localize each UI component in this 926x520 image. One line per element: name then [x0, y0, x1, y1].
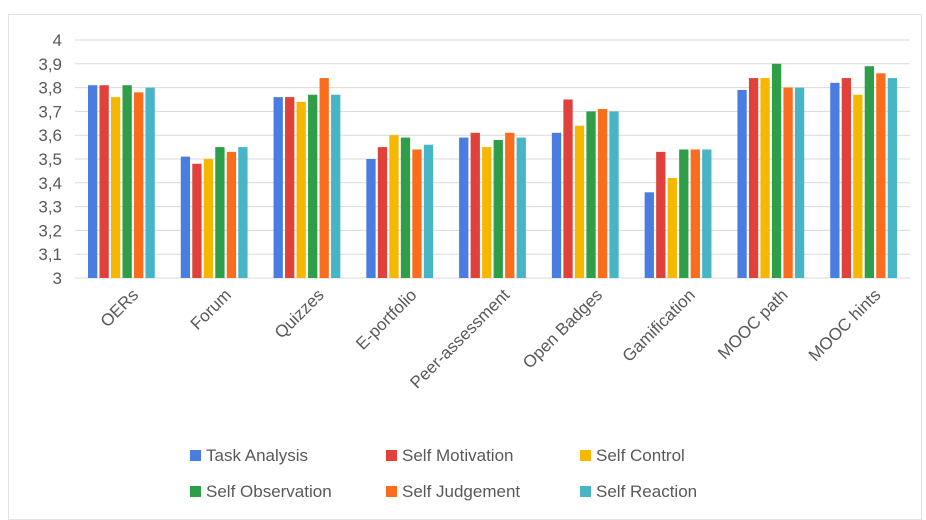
bar-self-judgement-forum — [226, 151, 237, 278]
bar-self-observation-open-badges — [586, 111, 596, 279]
y-tick-label: 3,8 — [38, 79, 62, 98]
bar-task-analysis-e-portfolio — [366, 159, 376, 278]
bar-self-motivation-mooc-hints — [841, 78, 852, 278]
bars — [87, 63, 898, 279]
bar-self-judgement-mooc-path — [783, 87, 793, 278]
bar-task-analysis-oers — [87, 85, 98, 278]
bar-self-reaction-gamification — [702, 149, 712, 278]
y-tick-label: 3 — [53, 269, 62, 288]
bar-self-motivation-peer-assessment — [470, 132, 480, 278]
bar-self-judgement-open-badges — [597, 109, 608, 279]
bar-self-observation-mooc-path — [771, 63, 782, 278]
bar-self-judgement-oers — [133, 92, 144, 278]
x-category-label: Open Badges — [519, 285, 606, 372]
bar-self-motivation-e-portfolio — [377, 147, 388, 278]
bar-task-analysis-gamification — [644, 192, 654, 278]
legend-swatch — [580, 450, 591, 461]
bar-self-control-quizzes — [296, 101, 306, 278]
bar-self-reaction-mooc-hints — [887, 78, 898, 278]
x-category-label: Forum — [187, 285, 235, 333]
bar-task-analysis-mooc-path — [737, 89, 747, 278]
bar-self-reaction-oers — [145, 87, 155, 278]
bar-self-observation-peer-assessment — [493, 139, 503, 278]
legend-label: Self Motivation — [402, 446, 514, 465]
legend-label: Task Analysis — [206, 446, 308, 465]
x-category-label: MOOC path — [714, 285, 792, 363]
x-category-label: Quizzes — [271, 285, 328, 342]
y-tick-label: 3,7 — [38, 102, 62, 121]
bar-self-motivation-quizzes — [285, 97, 295, 279]
bar-self-reaction-quizzes — [331, 94, 341, 279]
y-tick-label: 4 — [53, 31, 62, 50]
bar-task-analysis-quizzes — [273, 97, 283, 279]
bar-self-judgement-e-portfolio — [412, 149, 422, 278]
x-category-label: Peer-assessment — [406, 285, 513, 392]
bar-self-motivation-open-badges — [563, 99, 573, 278]
y-tick-label: 3,4 — [38, 174, 62, 193]
y-tick-label: 3,1 — [38, 245, 62, 264]
bar-self-judgement-quizzes — [319, 78, 329, 278]
x-category-label: E-portfolio — [352, 285, 420, 353]
bar-self-reaction-e-portfolio — [423, 144, 434, 278]
bar-self-control-gamification — [667, 178, 677, 278]
y-tick-label: 3,5 — [38, 150, 62, 169]
bar-task-analysis-peer-assessment — [459, 137, 469, 278]
legend-swatch — [386, 450, 397, 461]
bar-self-observation-gamification — [679, 149, 689, 278]
y-tick-label: 3,3 — [38, 198, 62, 217]
bar-self-motivation-forum — [192, 163, 202, 278]
legend-swatch — [580, 486, 591, 497]
legend-label: Self Judgement — [402, 482, 520, 501]
legend-label: Self Reaction — [596, 482, 697, 501]
bar-self-control-peer-assessment — [482, 147, 492, 278]
legend: Task Analysis Self Motivation Self Control… — [190, 446, 697, 501]
bar-self-reaction-open-badges — [609, 111, 619, 279]
bar-self-observation-forum — [215, 147, 225, 278]
bar-self-judgement-gamification — [690, 149, 700, 278]
bar-self-observation-oers — [122, 85, 132, 278]
x-axis-category-labels: OERs Forum Quizzes E-portfolioPeer-assessme… — [97, 285, 885, 392]
bar-self-motivation-oers — [99, 85, 109, 278]
bar-self-observation-mooc-hints — [864, 66, 875, 279]
bar-self-reaction-peer-assessment — [516, 137, 526, 278]
bar-self-judgement-mooc-hints — [876, 73, 886, 278]
y-tick-label: 3,6 — [38, 126, 62, 145]
y-axis-tick-labels: 3 3,1 3,2 3,3 3,4 3,5 3,6 3,7 3,8 3,9 4 — [38, 31, 62, 288]
bar-task-analysis-mooc-hints — [830, 82, 840, 278]
legend-swatch — [386, 486, 397, 497]
legend-swatch — [190, 486, 201, 497]
legend-label: Self Observation — [206, 482, 332, 501]
bar-self-control-e-portfolio — [389, 135, 399, 278]
bar-self-judgement-peer-assessment — [505, 132, 515, 278]
legend-label: Self Control — [596, 446, 685, 465]
y-tick-label: 3,9 — [38, 55, 62, 74]
gridlines — [75, 39, 910, 279]
bar-self-control-mooc-path — [760, 78, 770, 278]
bar-self-observation-quizzes — [308, 94, 318, 279]
bar-self-control-mooc-hints — [853, 94, 863, 279]
bar-self-motivation-gamification — [656, 151, 666, 278]
bar-task-analysis-forum — [180, 156, 191, 278]
x-category-label: Gamification — [619, 285, 699, 365]
bar-self-control-forum — [203, 159, 214, 278]
legend-swatch — [190, 450, 201, 461]
bar-self-motivation-mooc-path — [748, 78, 759, 278]
bar-self-control-open-badges — [574, 125, 585, 279]
bar-self-reaction-forum — [238, 147, 248, 278]
bar-self-reaction-mooc-path — [794, 87, 805, 278]
x-category-label: MOOC hints — [805, 285, 885, 365]
bar-self-control-oers — [110, 97, 121, 279]
bar-task-analysis-open-badges — [551, 132, 562, 278]
y-tick-label: 3,2 — [38, 221, 62, 240]
x-category-label: OERs — [97, 285, 142, 330]
bar-self-observation-e-portfolio — [400, 137, 411, 278]
